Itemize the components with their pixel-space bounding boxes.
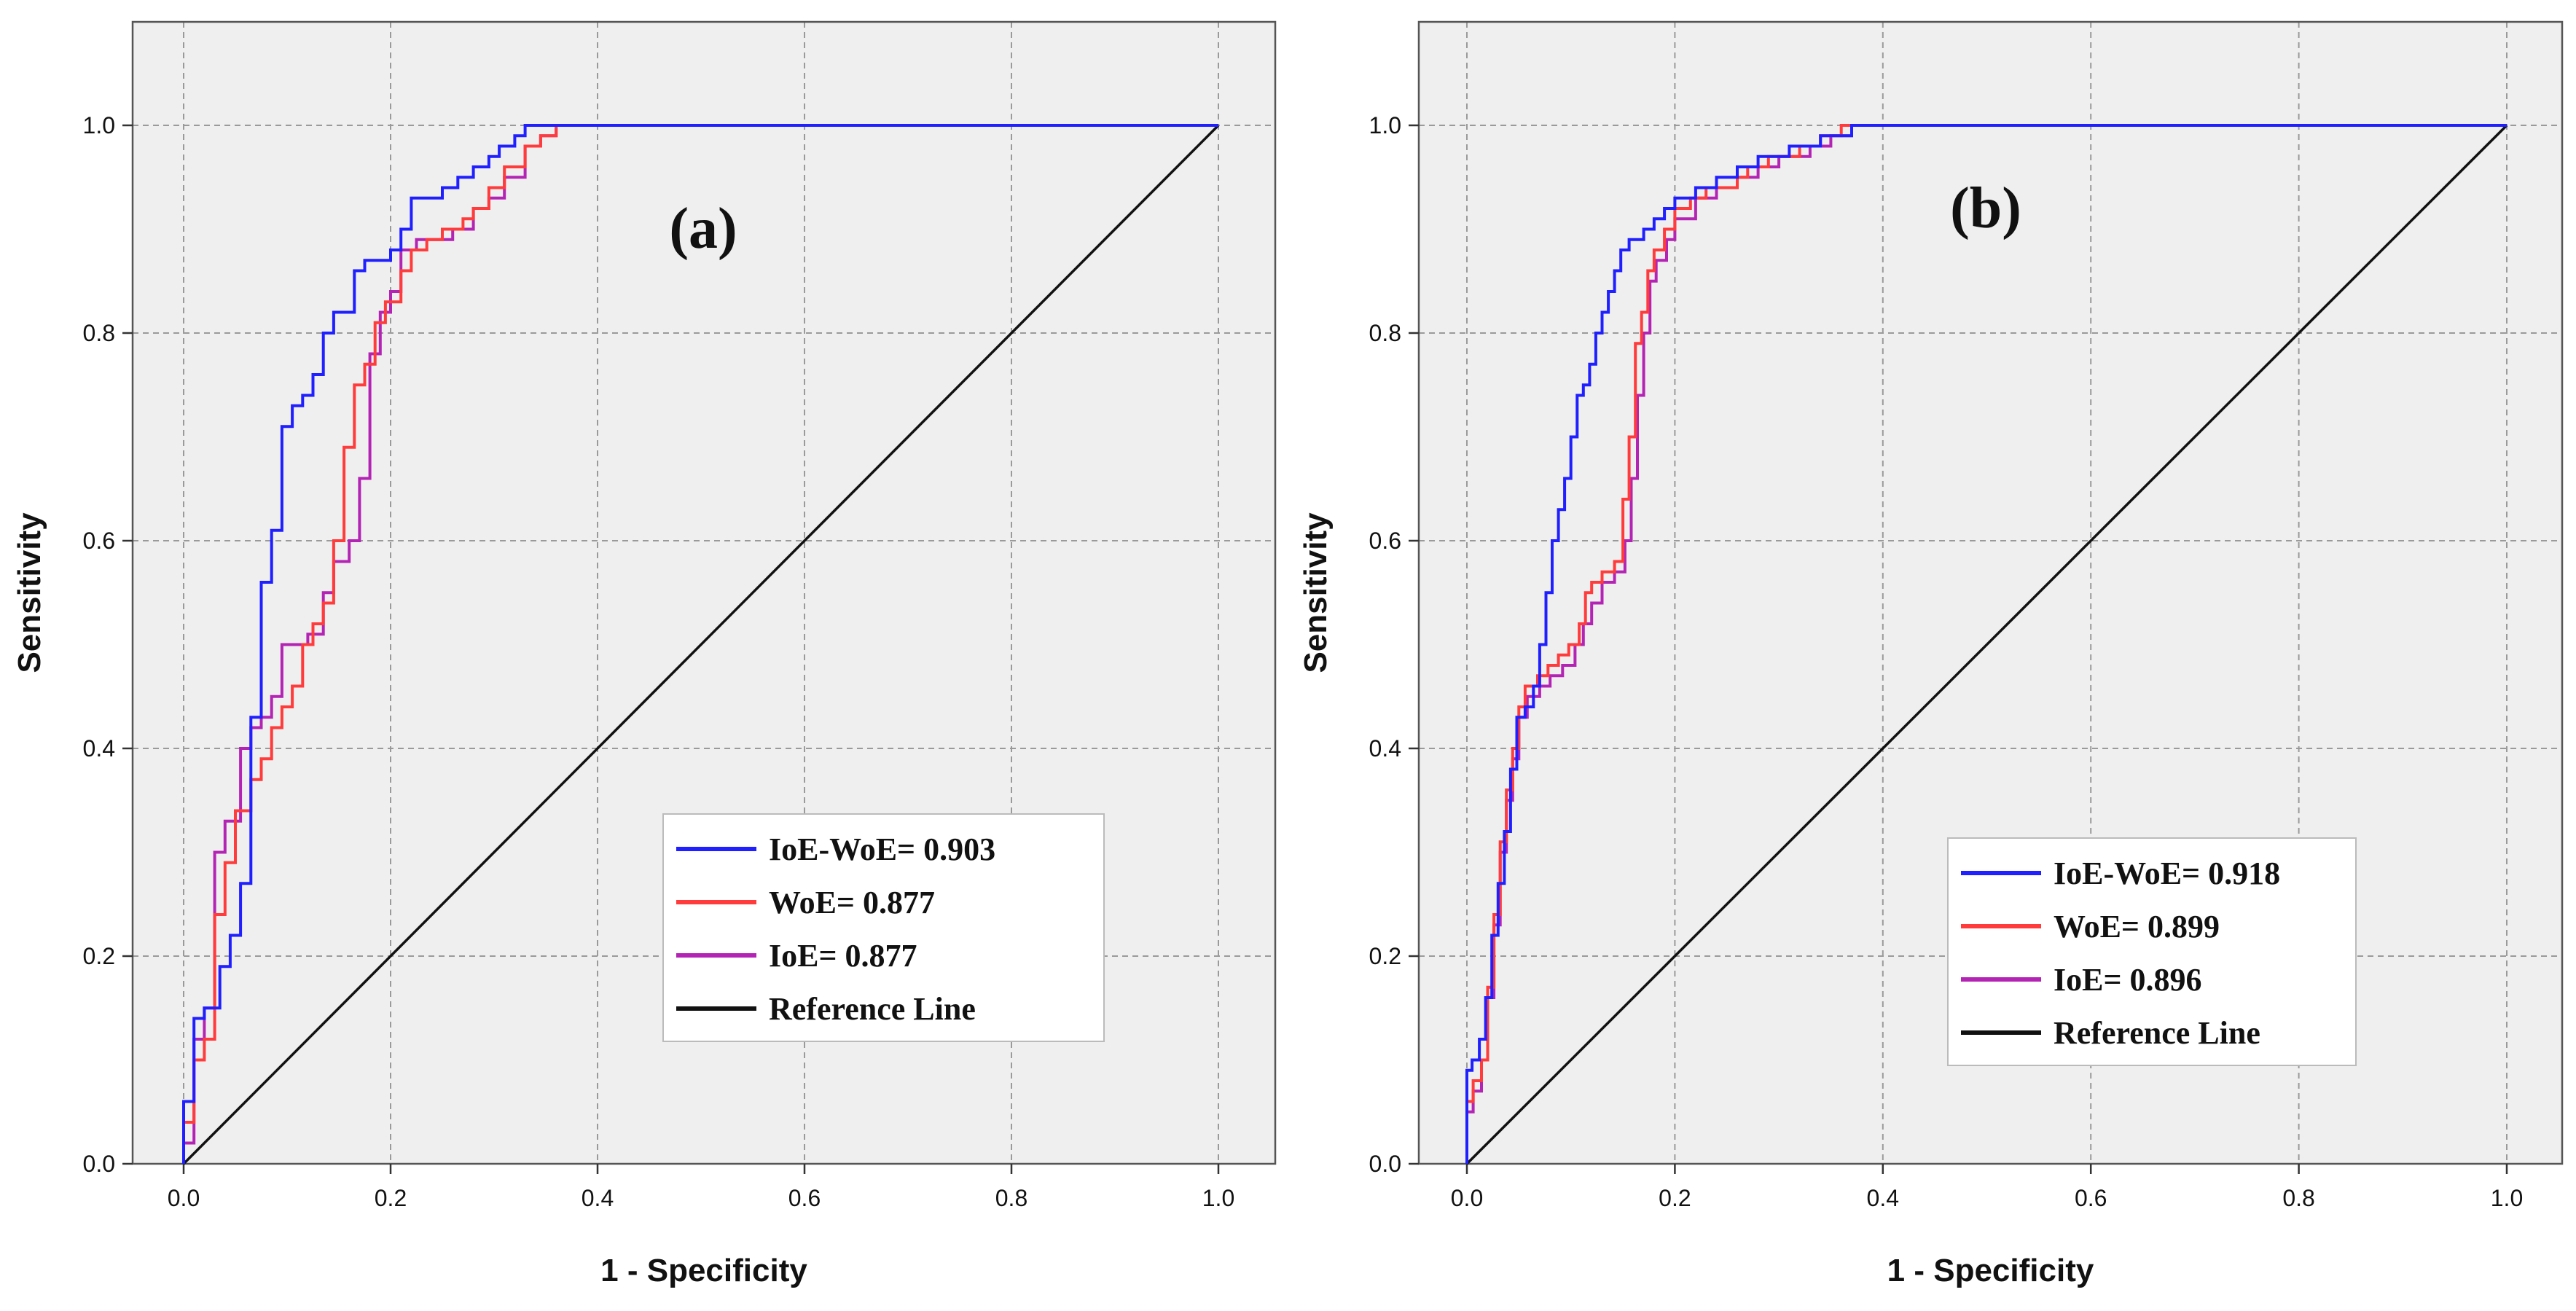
reference-line bbox=[182, 124, 1220, 1165]
x-tick-label: 1.0 bbox=[2491, 1185, 2523, 1211]
legend-entry: Reference Line bbox=[2054, 1015, 2260, 1051]
ioe-woe-curve bbox=[182, 124, 1218, 1164]
x-tick-label: 0.2 bbox=[1659, 1185, 1691, 1211]
y-tick-label: 1.0 bbox=[83, 112, 115, 138]
y-axis-title: Sensitivity bbox=[1298, 512, 1334, 673]
plot-frame bbox=[1417, 20, 2564, 1165]
legend-entry: WoE= 0.899 bbox=[2054, 909, 2220, 944]
x-tick-label: 0.8 bbox=[995, 1185, 1027, 1211]
y-tick-label: 0.8 bbox=[83, 320, 115, 346]
legend-box bbox=[1947, 837, 2357, 1066]
plot-frame bbox=[131, 20, 1277, 1165]
legend: IoE-WoE= 0.918 WoE= 0.899 IoE= 0.896 Refere… bbox=[1947, 837, 2357, 1066]
x-tick-label: 0.0 bbox=[1451, 1185, 1483, 1211]
legend-entry: IoE-WoE= 0.918 bbox=[2054, 856, 2280, 891]
legend: IoE-WoE= 0.903 WoE= 0.877 IoE= 0.877 Refere… bbox=[662, 813, 1105, 1042]
reference-line bbox=[1465, 124, 2508, 1165]
y-tick-label: 0.6 bbox=[83, 528, 115, 554]
y-tick-label: 0.8 bbox=[1369, 320, 1401, 346]
legend-entry: WoE= 0.877 bbox=[769, 885, 935, 920]
legend-box bbox=[662, 813, 1105, 1042]
legend-entry: Reference Line bbox=[769, 991, 976, 1027]
legend-entry: IoE= 0.896 bbox=[2054, 962, 2202, 998]
legend-entry: IoE= 0.877 bbox=[769, 938, 917, 974]
y-tick-label: 0.6 bbox=[1369, 528, 1401, 554]
roc-panel-a: 0.0 0.0 0.2 0.2 0.4 0.4 0.6 0.6 0.8 0.8 1.0 1.0 1 - … bbox=[12, 20, 1277, 1288]
panel-label: (b) bbox=[1950, 176, 2021, 240]
x-tick-label: 0.4 bbox=[582, 1185, 614, 1211]
x-tick-label: 0.6 bbox=[2075, 1185, 2107, 1211]
x-tick-label: 0.4 bbox=[1867, 1185, 1899, 1211]
woe-curve bbox=[182, 124, 1218, 1164]
x-tick-label: 0.8 bbox=[2282, 1185, 2314, 1211]
x-tick-label: 1.0 bbox=[1202, 1185, 1234, 1211]
roc-panel-b: 0.0 0.0 0.2 0.2 0.4 0.4 0.6 0.6 0.8 0.8 1.0 1.0 1 - … bbox=[1298, 20, 2564, 1288]
ioe-woe-curve bbox=[1465, 124, 2507, 1164]
x-tick-label: 0.6 bbox=[788, 1185, 821, 1211]
legend-entry: IoE-WoE= 0.903 bbox=[769, 831, 995, 867]
y-tick-label: 0.2 bbox=[83, 943, 115, 969]
y-tick-label: 0.2 bbox=[1369, 943, 1401, 969]
y-tick-label: 0.4 bbox=[1369, 735, 1401, 762]
x-axis-title: 1 - Specificity bbox=[600, 1253, 807, 1288]
x-tick-label: 0.2 bbox=[375, 1185, 407, 1211]
y-tick-label: 0.0 bbox=[83, 1151, 115, 1177]
y-axis-title: Sensitivity bbox=[12, 512, 47, 673]
panel-label: (a) bbox=[669, 197, 737, 261]
x-tick-label: 0.0 bbox=[168, 1185, 200, 1211]
y-tick-label: 0.0 bbox=[1369, 1151, 1401, 1177]
y-tick-label: 1.0 bbox=[1369, 112, 1401, 138]
y-tick-label: 0.4 bbox=[83, 735, 115, 762]
x-axis-title: 1 - Specificity bbox=[1887, 1253, 2094, 1288]
